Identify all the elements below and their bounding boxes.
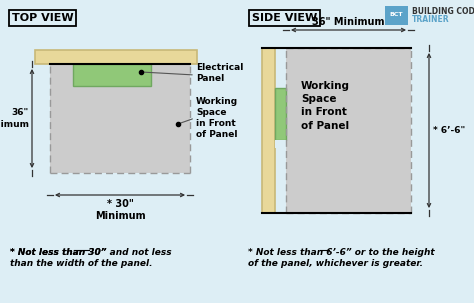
Text: TRAINER: TRAINER [412,15,450,25]
Bar [286,48,411,213]
Text: * Not less than 30” and not less: * Not less than 30” and not less [10,248,172,257]
Bar [262,48,275,213]
Text: BCT: BCT [390,12,403,18]
Text: 36" Minimum: 36" Minimum [312,17,385,27]
Text: * 6’-6": * 6’-6" [433,126,465,135]
Bar [275,88,286,140]
Text: Working
Space
in Front
of Panel: Working Space in Front of Panel [301,81,350,131]
Bar [73,64,151,86]
Bar [385,6,408,25]
Text: * Not less than 30”: * Not less than 30” [10,248,109,257]
Bar [50,64,190,173]
Text: of the panel, whichever is greater.: of the panel, whichever is greater. [248,259,423,268]
Text: BUILDING CODE: BUILDING CODE [412,6,474,15]
Bar [275,140,286,148]
Bar [35,50,197,64]
Text: * 30"
Minimum: * 30" Minimum [95,199,146,221]
Text: than the width of the panel.: than the width of the panel. [10,259,153,268]
Text: Electrical
Panel: Electrical Panel [196,63,243,83]
Text: TOP VIEW: TOP VIEW [12,13,73,23]
Text: Working
Space
in Front
of Panel: Working Space in Front of Panel [196,97,238,139]
Text: SIDE VIEW: SIDE VIEW [252,13,317,23]
Text: * Not less than 6’-6” or to the height: * Not less than 6’-6” or to the height [248,248,435,257]
Text: 36"
Minimum: 36" Minimum [0,108,29,128]
